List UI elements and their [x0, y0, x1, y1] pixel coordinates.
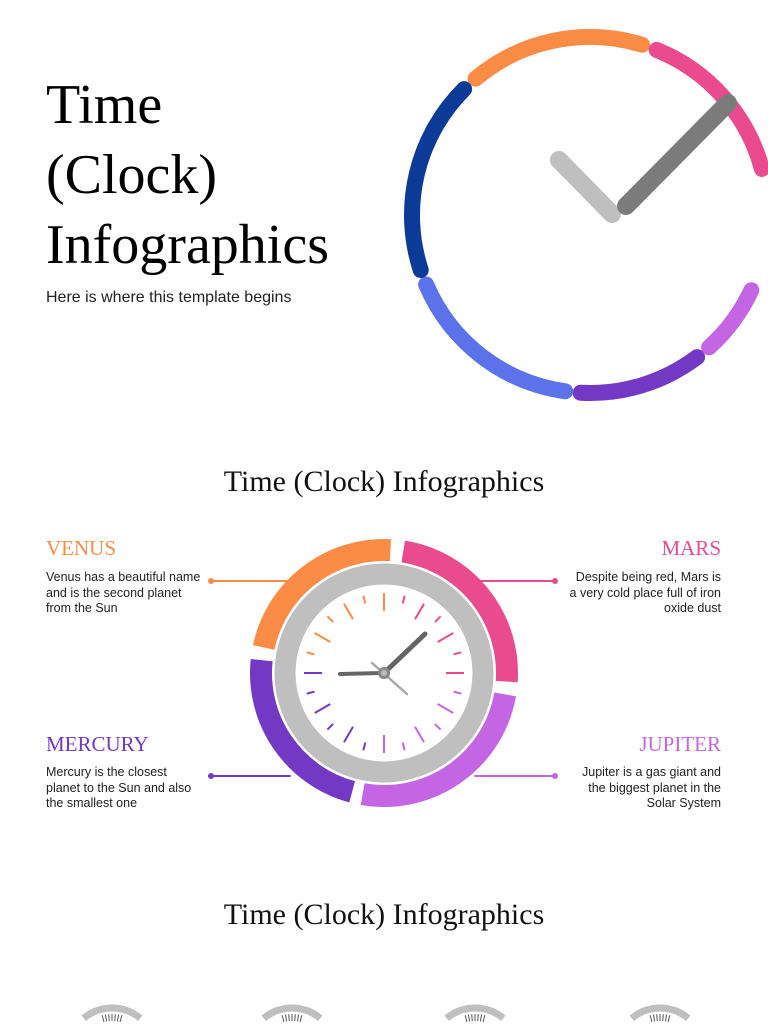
clock-tick — [306, 651, 315, 656]
clock-tick — [401, 742, 406, 751]
clock-tick — [362, 742, 367, 751]
bottom-clock-1 — [81, 1004, 143, 1022]
hero-title: Time (Clock) Infographics — [46, 74, 330, 276]
clock-tick — [362, 595, 367, 604]
clock-tick — [437, 703, 454, 714]
hero-ring-blue — [418, 276, 574, 400]
bottom-clock-tick — [116, 1014, 120, 1022]
bottom-clock-tick — [108, 1014, 110, 1022]
section-title: Time (Clock) Infographics — [223, 465, 545, 498]
clock-tick — [401, 595, 406, 604]
clock-second-hand — [370, 661, 409, 696]
clock-tick — [434, 615, 442, 623]
bottom-clock-tick — [479, 1014, 483, 1022]
clock-tick — [326, 723, 334, 731]
jupiter-heading: JUPITER — [639, 732, 721, 756]
bottom-clock-2 — [261, 1004, 323, 1022]
bottom-clock-3 — [444, 1004, 506, 1022]
bottom-clock-tick — [284, 1014, 288, 1022]
mercury-description: Mercury is the closest planet to the Sun… — [46, 765, 192, 810]
clock-center-pin — [381, 670, 387, 676]
bottom-clock-tick — [656, 1014, 658, 1022]
clock-hour-hand — [381, 631, 428, 676]
venus-description: Venus has a beautiful name and is the se… — [46, 570, 201, 615]
clock-tick — [453, 651, 462, 656]
venus-heading: VENUS — [46, 536, 117, 560]
bottom-clock-tick — [482, 1015, 486, 1023]
bottom-clock-tick — [299, 1015, 303, 1023]
clock-segment-jupiter — [360, 692, 516, 807]
clock-tick — [314, 632, 331, 643]
clock-segment-venus — [252, 539, 392, 650]
clock-tick — [326, 615, 334, 623]
clock-tick — [343, 603, 354, 620]
bottom-clock-tick — [667, 1015, 671, 1023]
hero-subtitle: Here is where this template begins — [46, 289, 292, 306]
hero-ring-orange — [467, 29, 651, 87]
bottom-clock-tick — [471, 1014, 473, 1022]
bottom-clock-tick — [649, 1015, 653, 1023]
clock-tick — [437, 632, 454, 643]
mars-dot — [552, 578, 558, 584]
bottom-clock-tick — [296, 1014, 300, 1022]
mercury-heading: MERCURY — [46, 732, 149, 756]
clock-minute-hand — [338, 671, 386, 676]
bottom-clock-tick — [114, 1014, 116, 1022]
bottom-clock-tick — [294, 1014, 296, 1022]
clock-tick — [414, 603, 425, 620]
hero-ring-purple — [572, 349, 706, 401]
clock-tick — [343, 726, 354, 743]
bottom-clock-tick — [119, 1015, 123, 1023]
mars-heading: MARS — [661, 536, 721, 560]
bottom-clock-tick — [662, 1014, 664, 1022]
section-title-2: Time (Clock) Infographics — [223, 898, 545, 931]
bottom-clock-tick — [477, 1014, 479, 1022]
bottom-clock-tick — [281, 1015, 285, 1023]
bottom-clock-4 — [629, 1004, 691, 1022]
bottom-clock-tick — [467, 1014, 471, 1022]
hero-minute-hand — [617, 94, 737, 215]
clock-segment-mars — [401, 540, 518, 683]
venus-dot — [208, 578, 214, 584]
clock-tick — [434, 723, 442, 731]
clock-tick — [414, 726, 425, 743]
clock-tick — [453, 690, 462, 695]
bottom-clock-tick — [101, 1015, 105, 1023]
hero-hour-hand — [550, 151, 621, 223]
jupiter-description: Jupiter is a gas giant and the biggest p… — [582, 765, 721, 810]
hero-ring-lilac — [701, 282, 760, 356]
bottom-clock-tick — [288, 1014, 290, 1022]
clock-segment-mercury — [250, 659, 356, 803]
bottom-clock-tick — [652, 1014, 656, 1022]
clock-tick — [306, 690, 315, 695]
bottom-clock-tick — [104, 1014, 108, 1022]
hero-ring-navy — [404, 81, 473, 279]
bottom-clock-tick — [464, 1015, 468, 1023]
bottom-clock-tick — [664, 1014, 668, 1022]
clock-tick — [314, 703, 331, 714]
jupiter-dot — [552, 773, 558, 779]
mars-description: Despite being red, Mars is a very cold p… — [569, 570, 721, 615]
mercury-dot — [208, 773, 214, 779]
